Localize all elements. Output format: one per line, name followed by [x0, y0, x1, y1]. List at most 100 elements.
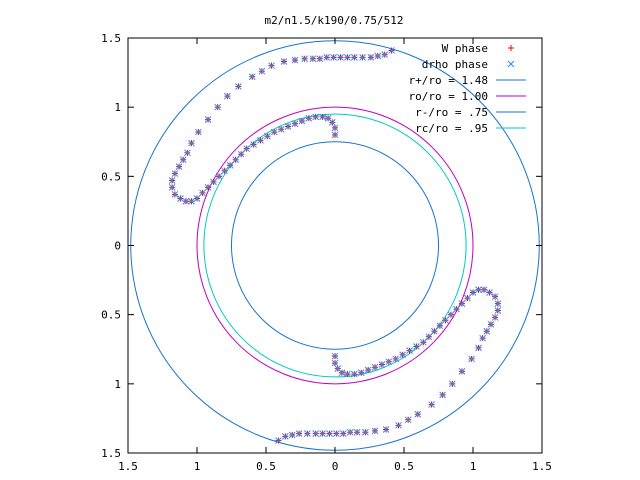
series-1-point-24	[183, 149, 191, 157]
series-1-point-81	[468, 355, 475, 363]
legend-label-5: rc/ro = .95	[415, 122, 488, 135]
series-1-point-50	[291, 120, 299, 128]
series-1-point-9	[323, 54, 331, 61]
series-1-point-41	[232, 156, 239, 164]
series-1-point-69	[346, 428, 354, 436]
series-1-point-63	[304, 430, 311, 437]
series-1-point-84	[483, 327, 491, 335]
series-1-point-5	[350, 54, 358, 61]
y-tick-label-0: 1.5	[101, 32, 121, 45]
series-1-point-96	[453, 305, 460, 313]
series-1-point-11	[309, 55, 317, 63]
y-tick-label-2: 0.5	[101, 170, 121, 183]
series-1-point-33	[188, 197, 195, 205]
series-1-point-74	[395, 421, 402, 429]
series-1-point-4	[359, 54, 366, 61]
series-1-point-110	[364, 366, 372, 374]
x-tick-label-5: 1	[470, 460, 477, 473]
series-1-point-89	[491, 293, 499, 301]
series-1-point-94	[464, 294, 471, 302]
series-1-point-27	[171, 170, 179, 177]
series-1-point-17	[248, 73, 256, 81]
circle-2	[231, 141, 439, 350]
series-1-point-82	[475, 344, 482, 352]
y-tick-label-1: 1	[114, 101, 121, 114]
series-1-point-100	[431, 327, 438, 335]
series-1-point-108	[378, 361, 386, 368]
series-1-point-98	[442, 316, 449, 324]
series-1-point-36	[204, 184, 212, 191]
series-1-point-105	[399, 351, 406, 359]
series-1-point-10	[316, 55, 324, 63]
series-1-point-30	[171, 190, 179, 198]
series-1-point-103	[413, 343, 420, 350]
series-1-point-7	[337, 54, 344, 61]
series-1-point-28	[168, 177, 176, 184]
series-1-point-35	[199, 189, 206, 197]
series-1-point-97	[447, 311, 455, 319]
chart-title: m2/n1.5/k190/0.75/512	[264, 14, 403, 27]
series-1-point-86	[491, 314, 499, 321]
series-1-point-34	[193, 195, 201, 202]
series-1-point-46	[264, 132, 271, 140]
series-1-point-83	[479, 334, 487, 342]
series-1-point-111	[357, 369, 365, 377]
series-1-point-49	[284, 123, 292, 130]
series-1-point-88	[494, 300, 502, 307]
series-1-point-19	[224, 92, 231, 100]
legend-label-3: ro/ro = 1.00	[409, 90, 488, 103]
series-1-point-65	[319, 430, 326, 437]
series-1-point-43	[243, 145, 251, 153]
series-1-point-78	[439, 391, 446, 399]
series-1-point-85	[487, 320, 495, 328]
series-1-point-22	[195, 128, 202, 136]
series-1-point-29	[168, 184, 176, 191]
series-1-point-40	[226, 161, 234, 169]
series-1-point-25	[179, 156, 187, 164]
series-1-point-42	[237, 150, 245, 158]
legend: W phase drho phase r+/ro = 1.48 ro/ro = 1.0…	[409, 42, 526, 135]
y-tick-label-5: 1	[114, 378, 121, 391]
series-1-point-18	[235, 83, 242, 90]
circle-1	[196, 106, 474, 385]
series-1-point-54	[319, 113, 326, 121]
series-1-point-99	[436, 322, 444, 330]
series-1-point-64	[312, 430, 320, 437]
series-1-point-106	[392, 355, 400, 363]
series-1-point-95	[458, 300, 466, 307]
series-1-point-26	[175, 163, 183, 171]
series-1-point-1	[381, 51, 389, 58]
data-points	[168, 47, 502, 444]
series-1-point-51	[298, 117, 306, 125]
series-1-point-13	[291, 56, 299, 64]
circle-3	[203, 113, 467, 378]
series-1-point-53	[312, 113, 320, 121]
series-1-point-12	[301, 55, 308, 63]
x-tick-label-1: 1	[194, 460, 201, 473]
series-1-point-73	[382, 426, 390, 433]
legend-symbol-0	[508, 45, 514, 51]
series-1-point-87	[494, 307, 502, 314]
series-1-point-15	[268, 62, 275, 70]
x-tick-label-3: 0	[332, 460, 339, 473]
series-1-point-113	[344, 370, 351, 378]
series-1	[168, 47, 502, 444]
series-1-point-14	[280, 58, 288, 65]
series-1-point-104	[406, 347, 413, 354]
series-1-point-80	[458, 368, 466, 375]
series-1-point-20	[214, 103, 222, 111]
series-1-point-16	[258, 67, 266, 75]
series-1-point-75	[404, 416, 412, 424]
series-1-point-39	[221, 167, 228, 175]
series-1-point-76	[414, 410, 422, 418]
series-1-point-116	[331, 359, 339, 367]
series-1-point-57	[331, 124, 339, 132]
series-1-point-37	[210, 178, 217, 186]
legend-symbol-1	[507, 60, 515, 68]
series-1-point-92	[475, 286, 482, 294]
series-1-point-32	[182, 197, 190, 205]
series-1-point-52	[305, 114, 313, 122]
series-1-point-112	[350, 370, 358, 378]
legend-label-0: W phase	[442, 42, 488, 55]
